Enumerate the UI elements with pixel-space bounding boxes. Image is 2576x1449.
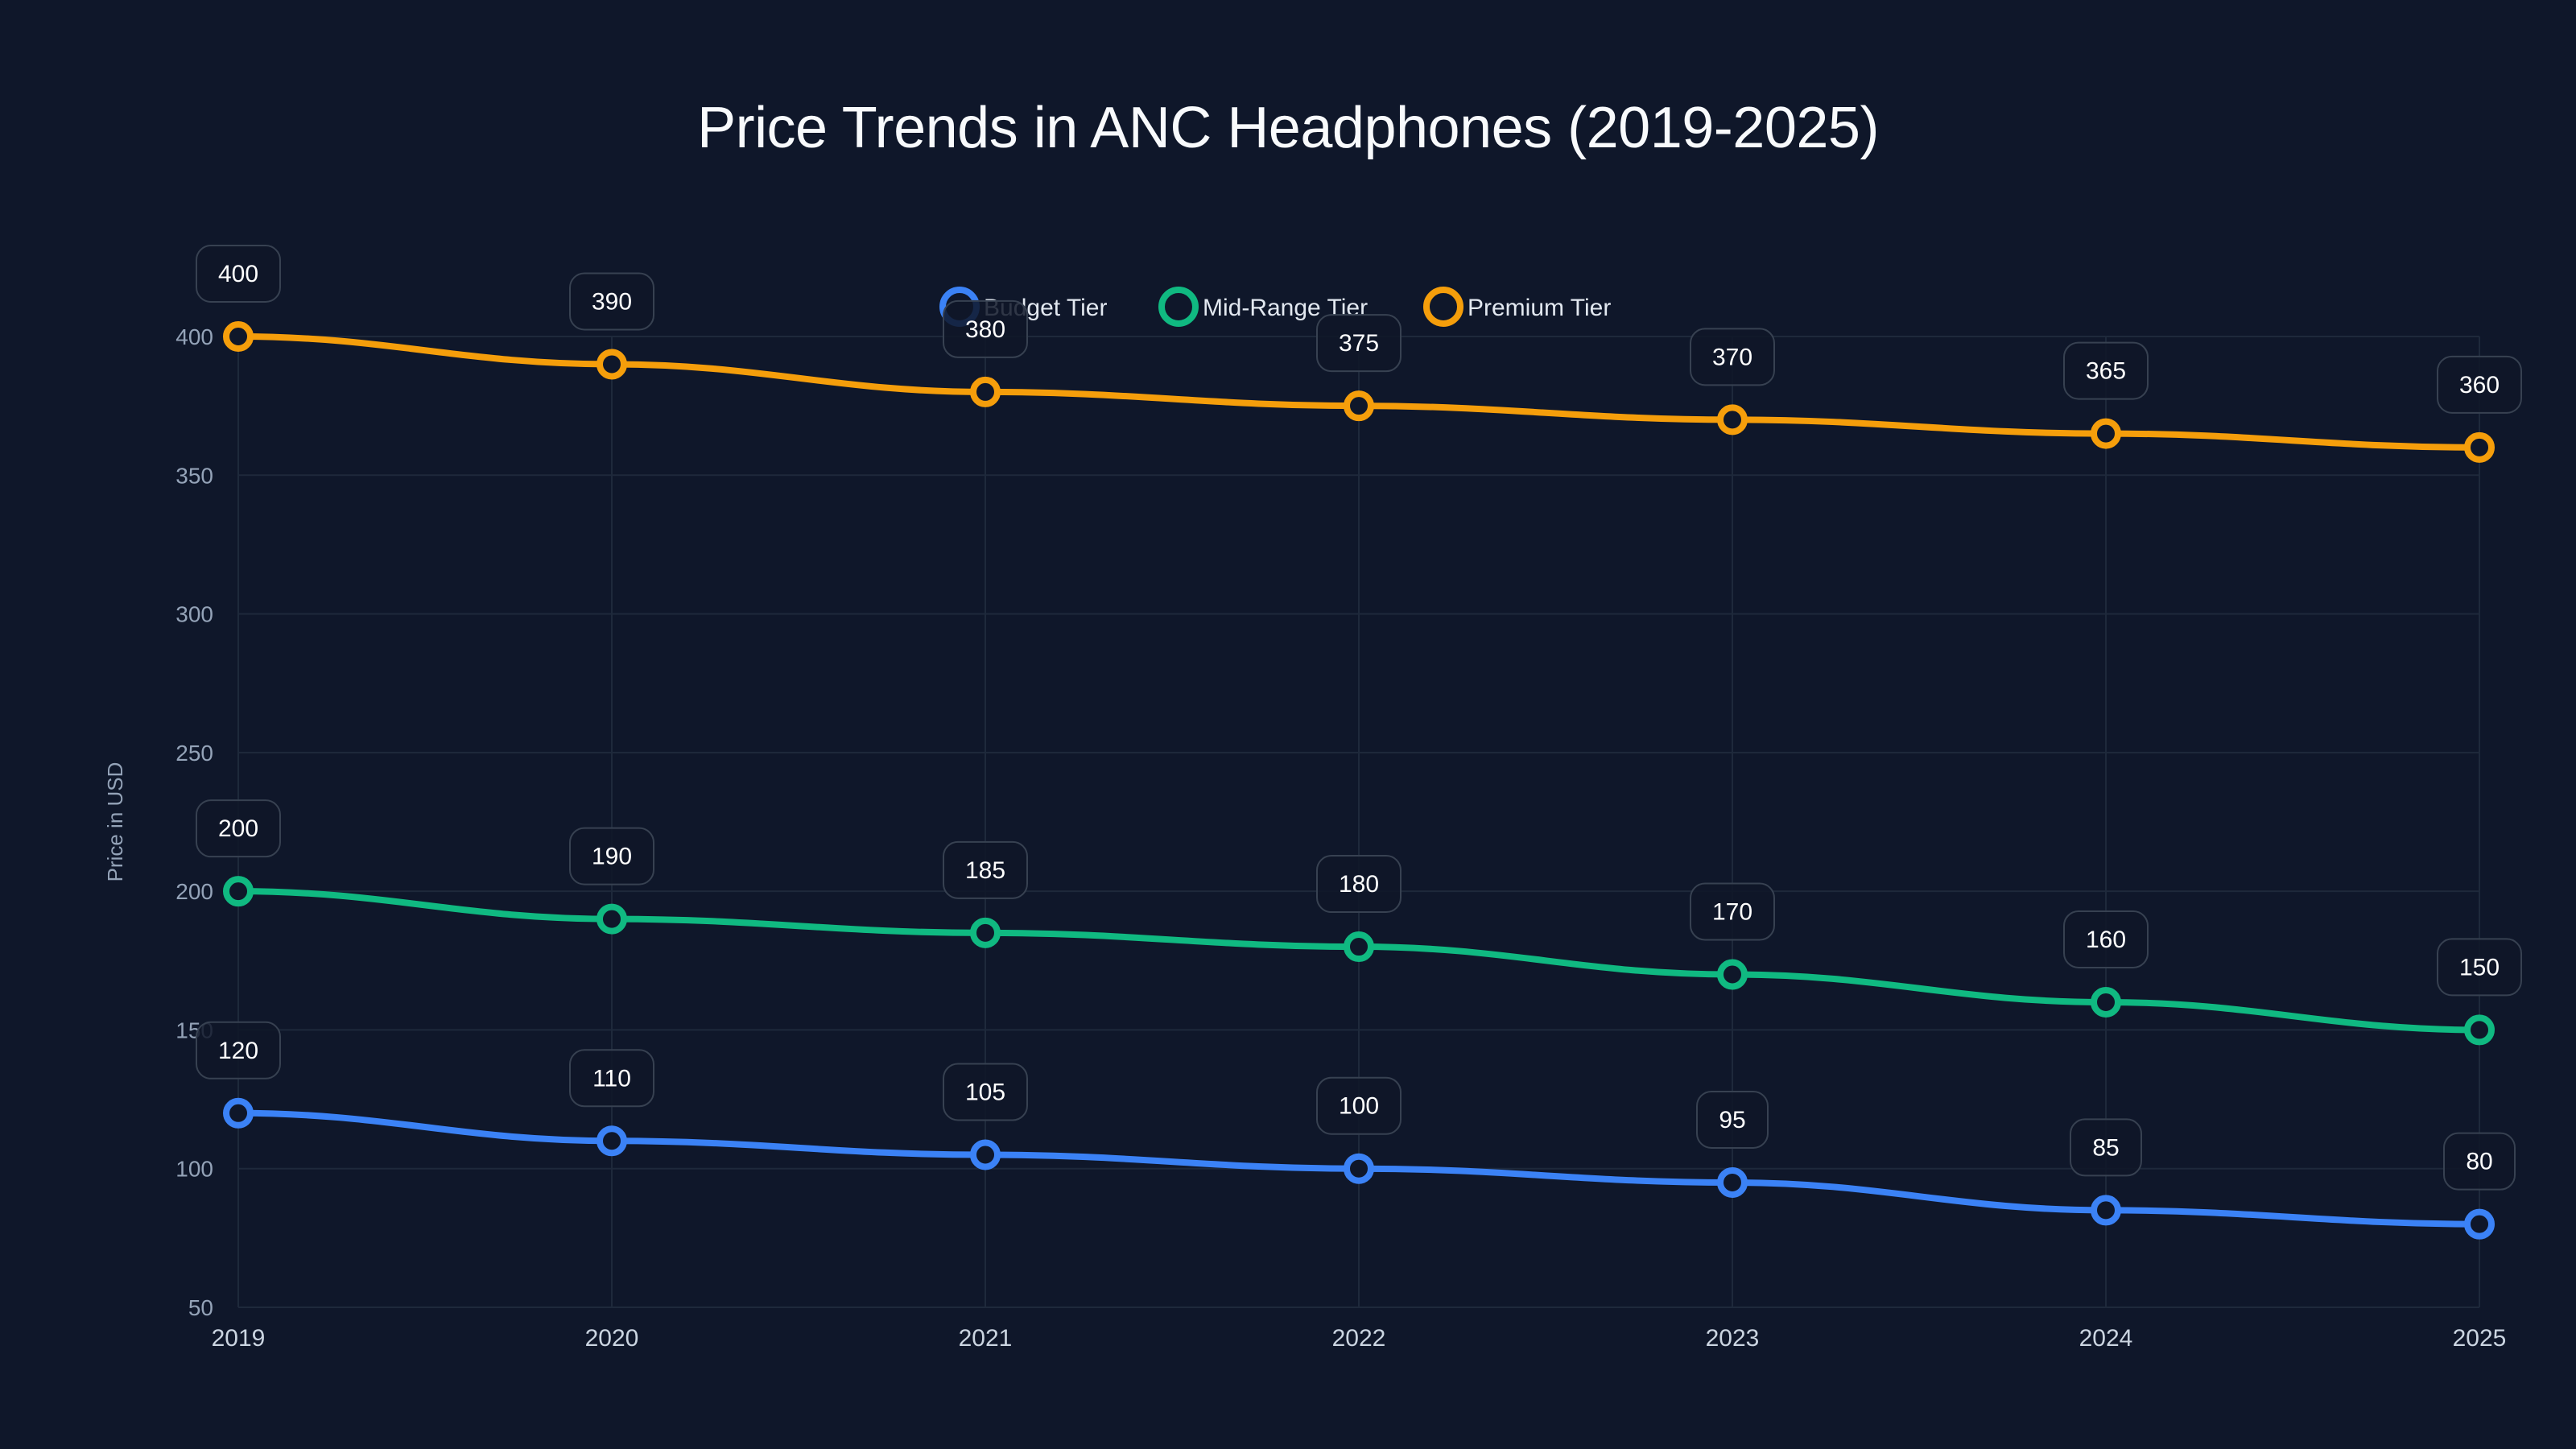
x-tick-label: 2020 [585, 1325, 639, 1352]
data-point-marker[interactable] [2091, 418, 2121, 449]
svg-text:100: 100 [1339, 1093, 1379, 1120]
data-label: 180 [1316, 855, 1402, 914]
svg-text:150: 150 [2459, 954, 2500, 980]
svg-text:200: 200 [218, 815, 258, 842]
data-point-marker[interactable] [2464, 1208, 2495, 1240]
svg-text:105: 105 [965, 1079, 1005, 1105]
data-label: 375 [1316, 314, 1402, 373]
svg-text:120: 120 [218, 1038, 258, 1064]
svg-text:400: 400 [218, 261, 258, 287]
data-point-marker[interactable] [1717, 404, 1748, 436]
y-tick-label: 350 [175, 463, 213, 488]
data-point-marker[interactable] [1344, 931, 1374, 963]
svg-text:380: 380 [965, 316, 1005, 343]
data-label: 365 [2063, 341, 2149, 400]
svg-text:80: 80 [2466, 1149, 2492, 1175]
data-label: 100 [1316, 1076, 1402, 1135]
data-point-marker[interactable] [1344, 1153, 1374, 1184]
legend-item[interactable]: Premium Tier [1423, 287, 1611, 327]
y-tick-label: 400 [175, 324, 213, 349]
data-label: 110 [569, 1049, 654, 1108]
legend-marker-icon [1158, 287, 1199, 327]
data-point-marker[interactable] [223, 876, 254, 907]
svg-text:190: 190 [592, 844, 632, 870]
svg-text:110: 110 [592, 1065, 631, 1092]
x-axis-ticks: 2019 2020 2021 2022 2023 2024 2025 [212, 1325, 2507, 1352]
x-tick-label: 2022 [1332, 1325, 1386, 1352]
series-lines [223, 321, 2495, 1240]
data-label: 185 [943, 840, 1028, 899]
y-tick-label: 50 [188, 1295, 213, 1320]
svg-text:85: 85 [2092, 1134, 2119, 1161]
x-tick-label: 2024 [2079, 1325, 2133, 1352]
legend-marker-icon [1423, 287, 1463, 327]
data-point-marker[interactable] [597, 349, 627, 380]
data-labels: 120 110 105 100 95 85 80 200 190 185 180 170 160 150 4… [196, 245, 2522, 1191]
chart-title: Price Trends in ANC Headphones (2019-202… [697, 96, 1879, 160]
svg-text:95: 95 [1719, 1107, 1745, 1133]
data-label: 370 [1690, 328, 1775, 386]
svg-text:180: 180 [1339, 871, 1379, 898]
data-point-marker[interactable] [1717, 1166, 1748, 1198]
svg-text:160: 160 [2086, 927, 2126, 953]
data-label: 400 [196, 245, 281, 303]
svg-text:185: 185 [965, 857, 1005, 884]
data-label: 200 [196, 799, 281, 858]
data-point-marker[interactable] [597, 1125, 627, 1157]
data-label: 360 [2437, 355, 2522, 414]
y-axis-label: Price in USD [103, 762, 127, 882]
y-tick-label: 250 [175, 741, 213, 766]
svg-text:365: 365 [2086, 358, 2126, 385]
legend-label: Premium Tier [1468, 295, 1611, 321]
data-point-marker[interactable] [2091, 986, 2121, 1018]
svg-text:360: 360 [2459, 372, 2500, 398]
data-point-marker[interactable] [1717, 959, 1748, 990]
data-point-marker[interactable] [223, 1097, 254, 1129]
data-point-marker[interactable] [2091, 1195, 2121, 1226]
svg-text:370: 370 [1712, 344, 1752, 370]
legend-item[interactable]: Mid-Range Tier [1158, 287, 1368, 327]
data-point-marker[interactable] [2464, 431, 2495, 463]
data-label: 85 [2070, 1118, 2142, 1177]
data-point-marker[interactable] [597, 903, 627, 935]
data-point-marker[interactable] [970, 376, 1001, 407]
svg-text:375: 375 [1339, 330, 1379, 357]
legend: Budget Tier Mid-Range Tier Premium Tier [939, 287, 1611, 327]
data-label: 170 [1690, 882, 1775, 941]
data-label: 95 [1696, 1090, 1769, 1149]
data-label: 380 [943, 299, 1028, 358]
data-label: 120 [196, 1021, 281, 1080]
data-point-marker[interactable] [970, 917, 1001, 948]
x-tick-label: 2025 [2453, 1325, 2507, 1352]
svg-text:170: 170 [1712, 899, 1752, 926]
y-tick-label: 100 [175, 1157, 213, 1182]
data-label: 105 [943, 1063, 1028, 1121]
data-label: 390 [569, 272, 654, 331]
data-point-marker[interactable] [223, 321, 254, 352]
data-label: 150 [2437, 938, 2522, 997]
y-tick-label: 200 [175, 879, 213, 904]
data-point-marker[interactable] [1344, 390, 1374, 422]
x-tick-label: 2021 [959, 1325, 1013, 1352]
svg-text:390: 390 [592, 288, 632, 315]
y-tick-label: 300 [175, 602, 213, 627]
data-point-marker[interactable] [2464, 1014, 2495, 1046]
data-point-marker[interactable] [970, 1139, 1001, 1170]
x-tick-label: 2023 [1706, 1325, 1760, 1352]
data-label: 160 [2063, 910, 2149, 968]
x-tick-label: 2019 [212, 1325, 266, 1352]
data-label: 190 [569, 827, 654, 886]
data-label: 80 [2443, 1132, 2516, 1191]
